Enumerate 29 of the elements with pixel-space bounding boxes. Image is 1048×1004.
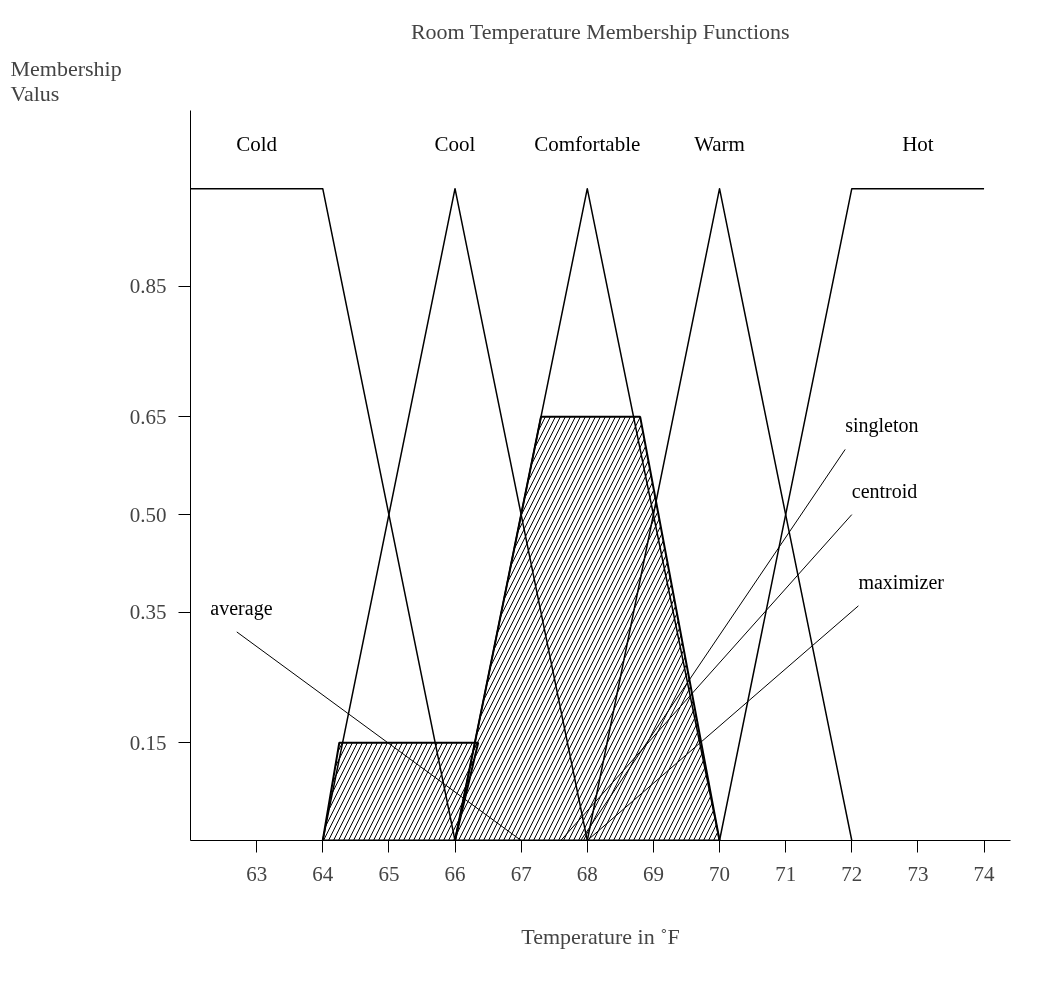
x-tick-label: 68: [576, 861, 598, 886]
x-tick-label: 63: [246, 861, 268, 886]
y-axis-title: Membership Valus: [10, 55, 122, 106]
annotation: singleton: [845, 414, 919, 438]
series-label: Hot: [902, 132, 934, 157]
x-tick-label: 65: [378, 861, 400, 886]
series-label: Warm: [694, 132, 745, 157]
series-label: Cold: [236, 132, 278, 157]
series-label: Cool: [434, 132, 476, 157]
x-tick-label: 71: [775, 861, 797, 886]
y-tick-label: 0.35: [129, 600, 167, 625]
y-tick-label: 0.85: [129, 274, 167, 299]
y-tick-label: 0.50: [129, 502, 167, 527]
annotation: maximizer: [858, 570, 945, 593]
x-tick-label: 70: [709, 861, 731, 886]
annotation: average: [210, 596, 273, 620]
x-tick-label: 69: [642, 861, 664, 886]
text: Comfortable: [534, 132, 641, 157]
x-tick-label: 73: [907, 861, 929, 886]
x-tick-label: 64: [312, 861, 334, 886]
annotation: centroid: [851, 479, 918, 502]
x-tick-label: 66: [444, 861, 466, 886]
y-tick-label: 0.65: [129, 404, 167, 429]
y-tick-label: 0.15: [129, 730, 167, 755]
chart-title: Room Temperature Membership Functions: [410, 18, 790, 44]
x-tick-label: 74: [973, 861, 996, 886]
x-tick-label: 67: [510, 861, 532, 886]
x-axis-title: Temperature in ˚F: [521, 923, 680, 949]
x-tick-label: 72: [841, 861, 863, 886]
